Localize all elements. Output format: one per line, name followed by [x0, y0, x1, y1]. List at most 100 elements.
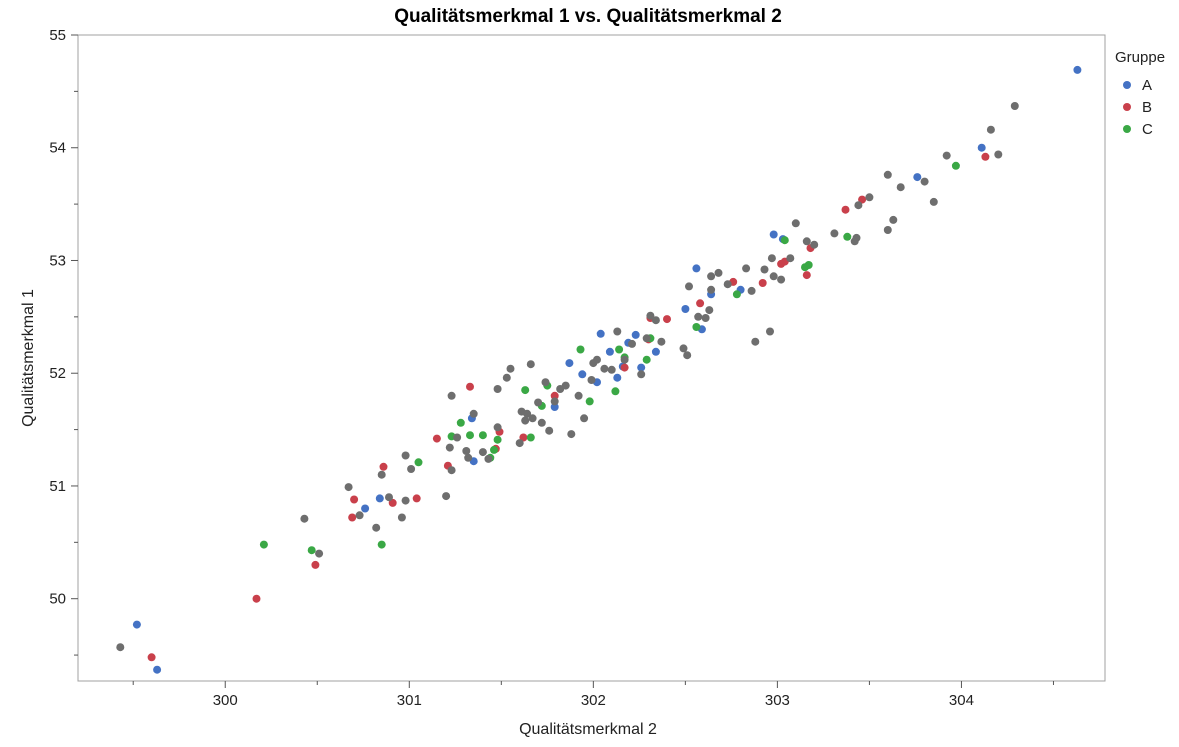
- data-point-other: [620, 355, 629, 364]
- legend-marker-a: [1123, 81, 1131, 89]
- data-point-b: [466, 382, 474, 391]
- data-point-other: [607, 365, 616, 374]
- data-point-other: [683, 351, 692, 360]
- data-point-other: [372, 523, 381, 532]
- data-point-a: [550, 403, 559, 411]
- data-point-b: [311, 560, 320, 569]
- data-point-b: [432, 434, 441, 443]
- data-point-c: [951, 161, 960, 170]
- data-point-other: [896, 183, 905, 192]
- data-point-c: [732, 290, 741, 299]
- data-point-b: [696, 299, 705, 308]
- data-point-other: [701, 314, 710, 322]
- data-point-other: [469, 409, 478, 418]
- data-point-c: [456, 418, 465, 427]
- data-point-other: [407, 465, 416, 473]
- data-point-b: [252, 594, 261, 603]
- data-point-a: [565, 359, 574, 368]
- x-tick-label: 302: [581, 692, 606, 709]
- legend-label-c: C: [1142, 121, 1153, 138]
- data-point-a: [578, 370, 587, 379]
- data-point-c: [466, 431, 474, 440]
- data-point-other: [493, 385, 502, 393]
- data-point-other: [854, 201, 863, 210]
- data-point-other: [537, 418, 546, 427]
- x-tick-label: 301: [397, 692, 422, 709]
- y-axis: 50 51 52 53 54 55: [49, 27, 78, 656]
- data-point-b: [802, 271, 811, 280]
- legend-entry-a: A: [1123, 77, 1152, 94]
- data-point-other: [600, 364, 609, 373]
- data-point-other: [802, 237, 811, 246]
- data-point-other: [550, 397, 559, 406]
- data-point-other: [769, 272, 778, 281]
- data-point-a: [769, 230, 778, 239]
- data-point-other: [751, 337, 760, 346]
- data-point-other: [942, 151, 951, 160]
- data-point-a: [361, 504, 370, 513]
- data-point-b: [620, 363, 629, 372]
- data-point-other: [541, 378, 550, 387]
- data-point-other: [528, 414, 537, 423]
- data-point-other: [484, 454, 493, 463]
- data-point-b: [550, 391, 559, 400]
- data-point-other: [920, 177, 929, 186]
- y-axis-label: Qualitätsmerkmal 1: [20, 289, 37, 427]
- data-point-c: [414, 458, 423, 467]
- data-point-a: [1073, 65, 1082, 74]
- data-point-b: [412, 494, 421, 503]
- data-point-other: [791, 219, 800, 228]
- data-point-other: [506, 364, 515, 373]
- data-point-other: [447, 391, 456, 400]
- data-point-other: [447, 466, 456, 475]
- data-point-c: [493, 435, 502, 444]
- data-point-c: [615, 345, 624, 354]
- chart-title: Qualitätsmerkmal 1 vs. Qualitätsmerkmal …: [394, 6, 782, 27]
- data-point-other: [502, 373, 511, 382]
- data-point-c: [521, 386, 530, 395]
- data-point-c: [585, 397, 594, 406]
- data-point-other: [657, 337, 666, 346]
- data-point-c: [526, 433, 535, 442]
- data-point-a: [605, 347, 614, 356]
- data-point-other: [883, 226, 892, 234]
- data-point-other: [453, 433, 462, 442]
- data-point-other: [515, 439, 524, 448]
- data-point-b: [981, 152, 990, 161]
- data-point-other: [397, 513, 406, 522]
- data-point-other: [889, 215, 898, 224]
- data-point-other: [766, 327, 774, 336]
- data-point-b: [758, 279, 767, 287]
- legend-label-a: A: [1142, 77, 1152, 94]
- data-point-other: [707, 272, 716, 281]
- data-point-other: [567, 430, 576, 439]
- data-point-other: [747, 286, 756, 295]
- data-point-other: [300, 514, 309, 523]
- data-point-other: [587, 376, 596, 384]
- data-point-c: [576, 345, 585, 354]
- plot-frame: [77, 34, 1106, 682]
- data-point-other: [377, 470, 386, 479]
- data-point-a: [637, 363, 646, 372]
- data-point-other: [767, 254, 776, 263]
- data-point-other: [883, 170, 892, 179]
- data-point-other: [786, 254, 795, 263]
- data-point-other: [830, 229, 839, 238]
- data-point-other: [561, 381, 570, 390]
- x-tick-label: 304: [949, 692, 974, 709]
- data-point-other: [526, 360, 535, 369]
- data-point-other: [521, 416, 530, 425]
- data-point-other: [646, 311, 655, 320]
- data-point-a: [596, 329, 605, 338]
- data-point-other: [651, 316, 660, 325]
- data-point-c: [804, 261, 813, 269]
- legend-entry-c: C: [1123, 121, 1153, 138]
- y-tick-label: 50: [49, 591, 66, 608]
- data-point-c: [259, 540, 268, 549]
- data-point-a: [375, 494, 384, 503]
- y-tick-label: 52: [49, 365, 66, 382]
- data-point-other: [445, 443, 454, 452]
- data-point-other: [545, 426, 554, 435]
- x-tick-label: 300: [213, 692, 238, 709]
- data-point-b: [147, 653, 156, 662]
